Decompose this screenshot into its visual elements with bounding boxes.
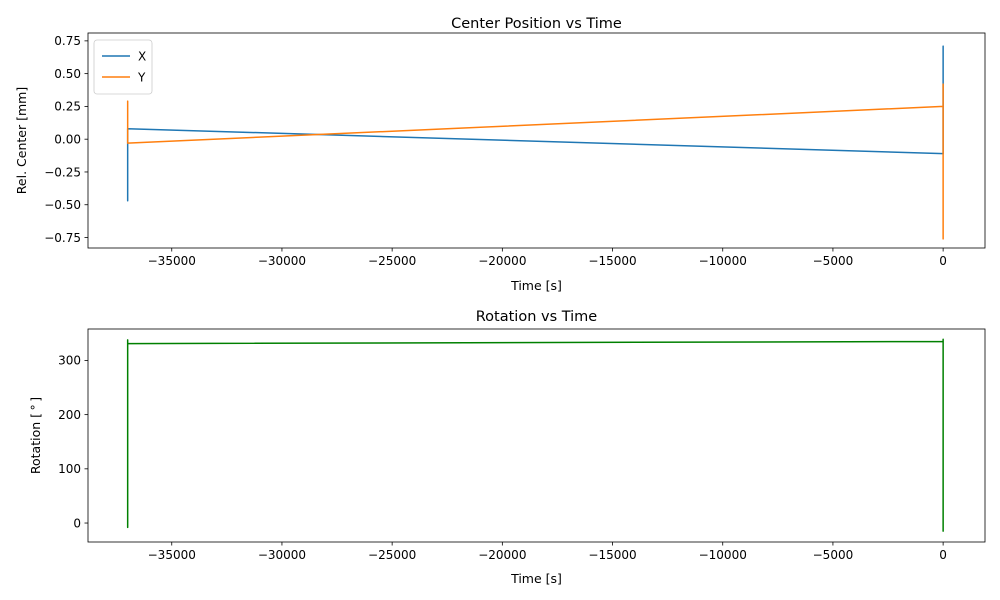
y-tick-label: 300 [58, 354, 81, 368]
x-tick-label: −20000 [478, 254, 526, 268]
chart-title: Center Position vs Time [451, 16, 622, 32]
x-tick-label: −10000 [699, 548, 747, 562]
x-tick-label: −25000 [368, 548, 416, 562]
y-tick-label: 200 [58, 408, 81, 422]
legend-label-y: Y [137, 71, 146, 85]
axes-frame [87, 328, 986, 543]
x-axis-label: Time [s] [510, 571, 562, 586]
x-tick-label: −35000 [148, 548, 196, 562]
y-tick-label: 100 [58, 462, 81, 476]
x-tick-label: 0 [939, 254, 947, 268]
axes-frame [87, 32, 986, 249]
y-tick-label: 0.75 [54, 34, 81, 48]
x-tick-label: −5000 [813, 254, 854, 268]
y-axis-label: Rotation [ ° ] [28, 397, 43, 474]
x-tick-label: −25000 [368, 254, 416, 268]
x-tick-label: −5000 [813, 548, 854, 562]
center-position-chart: −35000 −30000 −25000 −20000 −15000 −10000 −500… [14, 16, 986, 293]
x-tick-label: −30000 [258, 548, 306, 562]
x-tick-label: 0 [939, 548, 947, 562]
y-tick-label: −0.75 [44, 231, 81, 245]
x-axis-label: Time [s] [510, 278, 562, 293]
y-tick-label: 0.50 [54, 67, 81, 81]
x-tick-label: −15000 [588, 254, 636, 268]
x-tick-label: −35000 [148, 254, 196, 268]
x-tick-label: −20000 [478, 548, 526, 562]
y-tick-label: 0.00 [54, 132, 81, 146]
series-line-rotation [126, 338, 944, 532]
y-axis-label: Rel. Center [mm] [14, 87, 29, 194]
y-tick-label: 0 [73, 516, 81, 530]
y-tick-label: 0.25 [54, 100, 81, 114]
series-line-y [126, 83, 944, 240]
y-tick-label: −0.50 [44, 198, 81, 212]
legend-label-x: X [138, 50, 146, 64]
x-tick-label: −10000 [699, 254, 747, 268]
x-tick-label: −30000 [258, 254, 306, 268]
x-tick-label: −15000 [588, 548, 636, 562]
y-tick-label: −0.25 [44, 165, 81, 179]
chart-title: Rotation vs Time [476, 309, 598, 325]
rotation-chart: −35000 −30000 −25000 −20000 −15000 −10000 −500… [28, 309, 986, 586]
series-group [126, 45, 944, 240]
legend-box [93, 39, 153, 95]
series-group [126, 338, 944, 532]
